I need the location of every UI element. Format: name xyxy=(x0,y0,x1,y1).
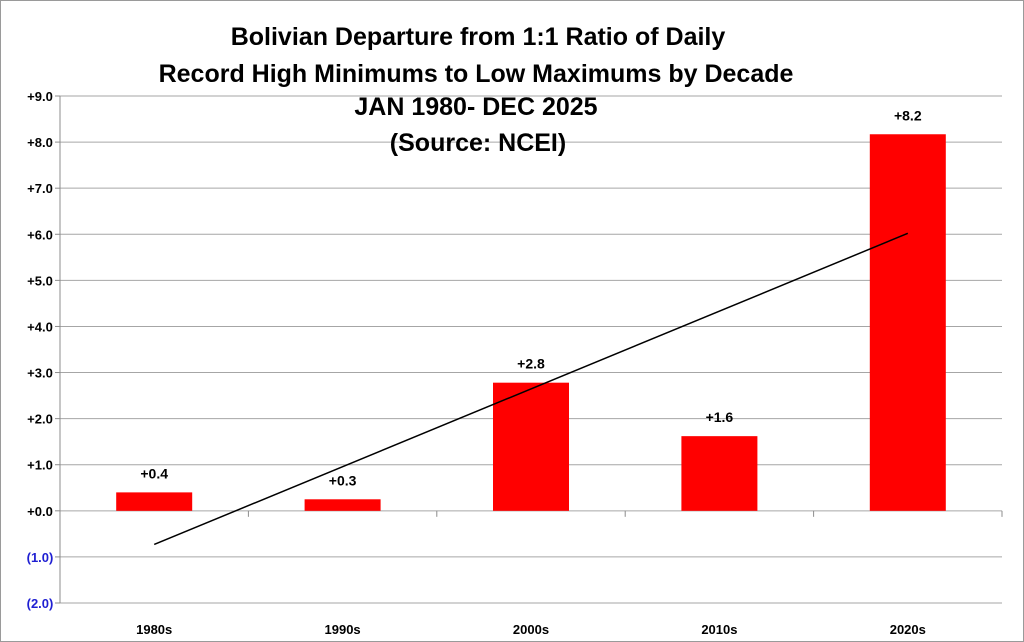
y-tick-label: +8.0 xyxy=(27,135,53,150)
y-tick-label: +7.0 xyxy=(27,181,53,196)
axes xyxy=(55,95,1003,604)
y-tick-label: +2.0 xyxy=(27,412,53,427)
x-tick-label-2020s: 2020s xyxy=(890,622,926,637)
title-line-2: Record High Minimums to Low Maximums by … xyxy=(159,60,794,88)
y-tick-label: +9.0 xyxy=(27,89,53,104)
y-tick-label: +4.0 xyxy=(27,319,53,334)
x-tick-label-1980s: 1980s xyxy=(136,622,172,637)
y-tick-label: (1.0) xyxy=(27,550,54,565)
x-tick-label-2000s: 2000s xyxy=(513,622,549,637)
trendline xyxy=(153,232,909,546)
data-label-2020s: +8.2 xyxy=(894,107,922,123)
x-tick-label-1990s: 1990s xyxy=(325,622,361,637)
bar-2020s xyxy=(869,134,946,511)
labels: +9.0 +8.0 +7.0 +6.0 +5.0 +4.0 +3.0 +2.0 +1.0 +0.0… xyxy=(27,89,926,637)
y-tick-label: +5.0 xyxy=(27,273,53,288)
title-line-1: Bolivian Departure from 1:1 Ratio of Dai… xyxy=(231,23,726,51)
gridlines xyxy=(60,95,1002,604)
bar-2000s xyxy=(493,382,569,511)
y-tick-label: +3.0 xyxy=(27,366,53,381)
y-tick-label: (2.0) xyxy=(27,596,54,611)
bar-1990s xyxy=(304,499,381,511)
x-tick-label-2010s: 2010s xyxy=(701,622,737,637)
data-label-1980s: +0.4 xyxy=(140,465,168,481)
bar-2010s xyxy=(681,436,758,511)
y-tick-label: +1.0 xyxy=(27,458,53,473)
bars xyxy=(116,134,946,511)
chart-title: Bolivian Departure from 1:1 Ratio of Dai… xyxy=(159,23,794,157)
data-label-1990s: +0.3 xyxy=(329,472,357,488)
trendline-layer xyxy=(153,232,909,546)
y-tick-label: +6.0 xyxy=(27,227,53,242)
data-label-2010s: +1.6 xyxy=(706,409,734,425)
bar-1980s xyxy=(116,492,193,511)
title-line-4: (Source: NCEI) xyxy=(390,129,566,157)
title-line-3: JAN 1980- DEC 2025 xyxy=(354,93,597,121)
y-tick-label: +0.0 xyxy=(27,504,53,519)
data-label-2000s: +2.8 xyxy=(517,356,545,372)
